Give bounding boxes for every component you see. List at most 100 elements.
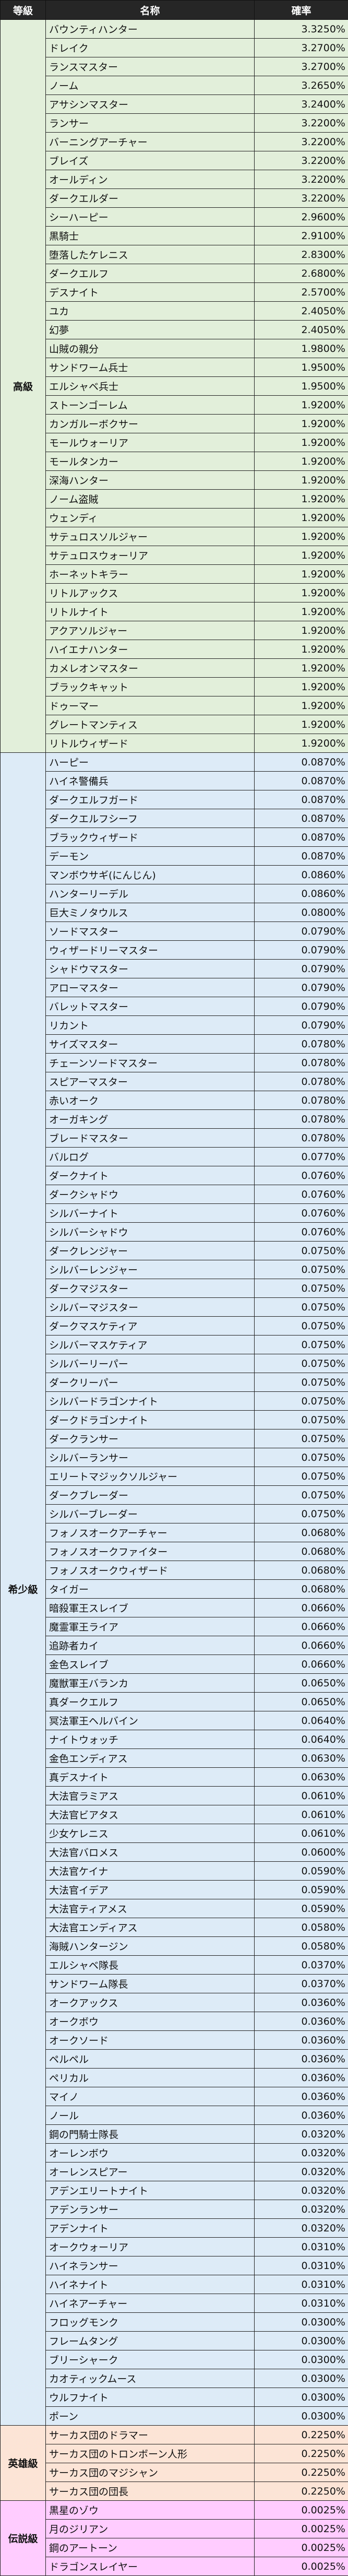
- item-rate: 0.0760%: [255, 1204, 348, 1223]
- item-rate: 3.2400%: [255, 95, 348, 114]
- item-rate: 0.0780%: [255, 1091, 348, 1110]
- item-rate: 0.0610%: [255, 1805, 348, 1824]
- item-rate: 0.0750%: [255, 1392, 348, 1411]
- item-name: 大法官ラミアス: [46, 1787, 255, 1805]
- item-name: ウェンディ: [46, 509, 255, 527]
- item-rate: 0.0870%: [255, 753, 348, 772]
- item-rate: 0.0300%: [255, 2407, 348, 2426]
- table-row: マンボウサギ(にんじん)0.0860%: [1, 866, 348, 884]
- item-rate: 0.0320%: [255, 2219, 348, 2238]
- item-name: 海賊ハンタージン: [46, 1937, 255, 1956]
- item-rate: 0.0750%: [255, 1429, 348, 1448]
- item-name: アローマスター: [46, 978, 255, 997]
- grade-label: 高級: [1, 20, 46, 753]
- item-name: カンガルーボクサー: [46, 415, 255, 433]
- item-name: シルバードラゴンナイト: [46, 1392, 255, 1411]
- item-rate: 0.0750%: [255, 1373, 348, 1392]
- item-rate: 0.0310%: [255, 2275, 348, 2294]
- item-rate: 0.0660%: [255, 1655, 348, 1674]
- item-rate: 0.0320%: [255, 2181, 348, 2200]
- item-name: 鋼のアートーン: [46, 2538, 255, 2557]
- item-rate: 2.5700%: [255, 283, 348, 302]
- item-name: 鋼の門騎士隊長: [46, 2125, 255, 2144]
- item-rate: 1.9200%: [255, 678, 348, 696]
- item-name: ウィザードリーマスター: [46, 941, 255, 960]
- item-name: エルシャベ兵士: [46, 377, 255, 396]
- item-rate: 0.0300%: [255, 2350, 348, 2369]
- item-name: ダークリーパー: [46, 1373, 255, 1392]
- item-rate: 0.0025%: [255, 2557, 348, 2576]
- item-name: サーカス団のトロンボーン人形: [46, 2444, 255, 2463]
- item-rate: 0.0770%: [255, 1148, 348, 1166]
- item-rate: 3.2200%: [255, 189, 348, 208]
- item-name: ブレードマスター: [46, 1129, 255, 1148]
- item-rate: 0.0790%: [255, 997, 348, 1016]
- item-name: アクアソルジャー: [46, 621, 255, 640]
- item-name: ハーピー: [46, 753, 255, 772]
- item-rate: 3.3250%: [255, 20, 348, 39]
- item-name: リカント: [46, 1016, 255, 1035]
- item-rate: 0.0310%: [255, 2256, 348, 2275]
- item-rate: 0.0750%: [255, 1336, 348, 1354]
- item-rate: 0.0640%: [255, 1711, 348, 1730]
- item-rate: 0.0650%: [255, 1674, 348, 1693]
- item-name: 真デスナイト: [46, 1768, 255, 1787]
- item-rate: 0.0600%: [255, 1843, 348, 1862]
- item-name: ダークランサー: [46, 1429, 255, 1448]
- item-rate: 0.0320%: [255, 2125, 348, 2144]
- item-name: 大法官ケイナ: [46, 1862, 255, 1881]
- item-rate: 0.0320%: [255, 2163, 348, 2181]
- item-rate: 0.0630%: [255, 1749, 348, 1768]
- item-rate: 3.2700%: [255, 39, 348, 57]
- item-name: フォノスオークファイター: [46, 1542, 255, 1561]
- item-rate: 0.0025%: [255, 2501, 348, 2520]
- item-rate: 0.0750%: [255, 1486, 348, 1505]
- item-name: オールディン: [46, 170, 255, 189]
- item-rate: 0.0860%: [255, 884, 348, 903]
- item-rate: 0.0580%: [255, 1937, 348, 1956]
- item-name: ドレイク: [46, 39, 255, 57]
- item-name: アデンナイト: [46, 2219, 255, 2238]
- item-name: エリートマジックソルジャー: [46, 1467, 255, 1486]
- item-name: フロッグモンク: [46, 2313, 255, 2332]
- item-name: 真ダークエルフ: [46, 1693, 255, 1711]
- item-rate: 0.0750%: [255, 1411, 348, 1429]
- item-rate: 0.0750%: [255, 1260, 348, 1279]
- item-name: アデンランサー: [46, 2200, 255, 2219]
- item-name: 幻夢: [46, 321, 255, 339]
- item-name: ポーン: [46, 2407, 255, 2426]
